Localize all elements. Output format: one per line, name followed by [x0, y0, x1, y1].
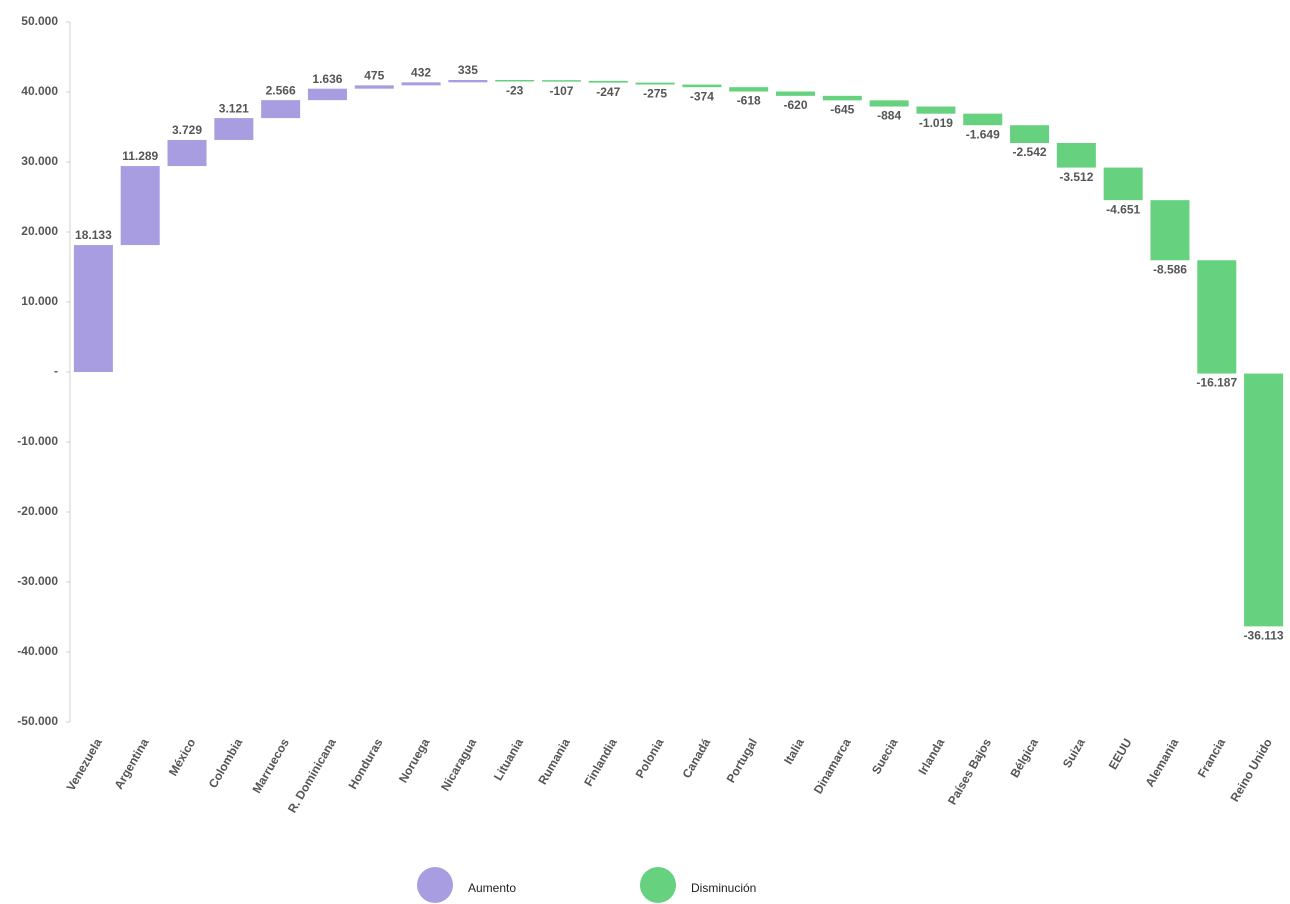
value-label: -8.586	[1153, 262, 1187, 276]
bar	[307, 88, 347, 101]
x-tick-label: R. Dominicana	[285, 736, 339, 815]
legend-label: Aumento	[468, 881, 516, 895]
bar	[1150, 200, 1190, 261]
value-label: 335	[458, 63, 478, 77]
bar	[120, 166, 160, 246]
bar	[1103, 167, 1143, 201]
legend-swatch	[640, 867, 676, 903]
y-tick-label: -30.000	[17, 574, 58, 588]
x-tick-label: Francia	[1195, 736, 1229, 780]
value-label: -620	[784, 98, 808, 112]
x-tick-label: Venezuela	[64, 736, 105, 794]
value-label: 11.289	[122, 149, 158, 163]
value-label: -3.512	[1059, 170, 1093, 184]
bar	[963, 113, 1003, 126]
value-label: 3.121	[219, 101, 249, 115]
bar	[354, 85, 394, 89]
value-label: -884	[877, 109, 901, 123]
value-label: -275	[643, 87, 667, 101]
x-tick-label: Países Bajos	[945, 736, 994, 807]
y-tick-label: 20.000	[21, 224, 58, 238]
x-tick-label: Irlanda	[915, 736, 947, 777]
bar	[1056, 143, 1096, 168]
x-tick-label: Canadá	[679, 736, 713, 781]
legend-label: Disminución	[691, 881, 756, 895]
bar	[448, 79, 488, 83]
value-label: -2.542	[1013, 145, 1047, 159]
x-tick-label: Alemania	[1143, 736, 1182, 789]
y-tick-label: -50.000	[17, 714, 58, 728]
y-tick-label: -40.000	[17, 644, 58, 658]
x-tick-label: Suecia	[869, 736, 901, 777]
value-label: 2.566	[266, 83, 296, 97]
y-tick-label: -20.000	[17, 504, 58, 518]
bar	[261, 100, 301, 119]
x-tick-label: Lituania	[491, 736, 526, 783]
x-tick-label: Italia	[781, 736, 807, 767]
bar	[1010, 125, 1050, 144]
x-tick-label: Bélgica	[1007, 736, 1041, 780]
x-tick-label: México	[166, 736, 198, 778]
y-tick-label: 50.000	[21, 14, 58, 28]
value-label: -374	[690, 89, 714, 103]
value-label: 18.133	[75, 228, 112, 242]
x-tick-label: Suiza	[1060, 736, 1088, 770]
bar	[541, 80, 581, 82]
value-label: 1.636	[312, 72, 342, 86]
x-tick-label: Rumania	[535, 736, 573, 787]
value-label: -1.649	[966, 127, 1000, 141]
bar	[1244, 373, 1284, 627]
y-tick-label: -	[54, 364, 58, 378]
value-label: -107	[549, 84, 573, 98]
bar	[635, 82, 675, 85]
x-tick-label: Dinamarca	[811, 736, 854, 796]
x-tick-label: Marruecos	[250, 736, 293, 796]
value-label: -23	[506, 84, 524, 98]
bar	[682, 84, 722, 88]
bar	[776, 91, 816, 96]
bar	[916, 106, 956, 114]
bar	[729, 87, 769, 92]
value-label: -618	[737, 94, 761, 108]
x-tick-label: EEUU	[1106, 736, 1135, 772]
y-tick-label: -10.000	[17, 434, 58, 448]
y-tick-label: 10.000	[21, 294, 58, 308]
bar	[73, 245, 113, 372]
bar	[869, 100, 909, 107]
value-label: 475	[364, 69, 384, 83]
value-label: -1.019	[919, 116, 953, 130]
bar	[401, 82, 441, 86]
x-tick-label: Argentina	[111, 736, 151, 792]
bar	[495, 79, 535, 82]
bar	[1197, 260, 1237, 374]
bar	[167, 139, 207, 167]
x-tick-label: Portugal	[724, 736, 760, 785]
y-tick-label: 40.000	[21, 84, 58, 98]
y-tick-label: 30.000	[21, 154, 58, 168]
x-tick-label: Colombia	[206, 736, 246, 791]
legend-swatch	[417, 867, 453, 903]
value-label: 3.729	[172, 123, 202, 137]
x-tick-label: Reino Unido	[1227, 736, 1274, 804]
x-tick-label: Honduras	[345, 736, 385, 792]
value-label: 432	[411, 66, 431, 80]
value-label: -247	[596, 85, 620, 99]
x-tick-label: Nicaragua	[438, 736, 479, 794]
value-label: -4.651	[1106, 202, 1140, 216]
x-tick-label: Noruega	[396, 736, 433, 785]
bar	[214, 118, 254, 140]
value-label: -16.187	[1196, 376, 1237, 390]
bar	[588, 80, 628, 83]
value-label: -36.113	[1244, 629, 1284, 643]
value-label: -645	[830, 103, 854, 117]
bar	[822, 95, 862, 101]
x-tick-label: Polonia	[633, 736, 667, 781]
x-tick-label: Finlandia	[581, 736, 620, 789]
